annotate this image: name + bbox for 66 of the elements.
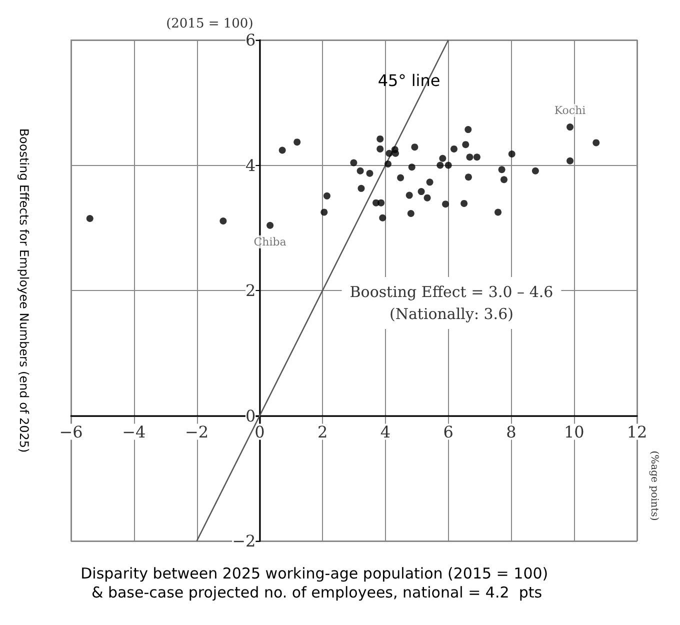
point [358,184,365,192]
point [462,141,470,148]
point [426,178,434,186]
point [466,154,474,161]
point [592,139,600,146]
point [356,167,364,174]
point [397,174,404,182]
point [376,135,384,142]
point [498,166,506,174]
x-axis-title: Disparity between 2025 working-age population (2015 = 100) & base-case projected no. of employees, national = 4.2 pts [80,564,548,602]
y-tick-label: −2 [232,532,256,550]
point [473,154,480,161]
x-tick-label: 6 [443,422,454,442]
annotation: Kochi [554,104,586,118]
point [408,164,416,171]
point [532,167,539,174]
point [407,210,414,217]
annotation: Boosting Effect = 3.0 – 4.6 (Nationally: 3.6) [350,283,554,324]
x-tick-label: 12 [626,422,648,442]
text: (%age points) [648,450,660,521]
point [86,214,94,222]
point [450,145,458,152]
x-tick-label: −4 [122,422,146,442]
point [384,160,392,168]
x-tick-label: 4 [380,422,391,442]
point [494,208,502,216]
annotation: Chiba [254,235,287,248]
y-tick-label: 4 [245,156,256,175]
point [294,138,301,146]
y-tick-label: 2 [245,281,256,300]
point [436,162,444,169]
point [366,170,374,177]
point [220,217,227,224]
point [500,176,508,184]
point [464,126,472,134]
point [566,124,574,131]
point [323,192,330,200]
point [566,157,574,164]
y-tick-label: 0 [245,406,256,426]
point [464,174,472,181]
point [460,200,468,207]
y-tick-label: 6 [245,30,256,50]
point [508,150,516,158]
x-tick-label: 8 [506,422,516,442]
point [444,162,452,169]
point [406,192,413,199]
point [266,222,274,229]
point [411,144,418,151]
point [442,200,450,208]
point [350,159,358,166]
point [378,199,385,206]
point [418,188,425,196]
x-tick-label: 2 [317,422,328,442]
x-tick-label: −6 [59,422,83,442]
point [320,208,328,216]
x-tick-label: 10 [564,422,584,442]
text: (2015 = 100) [166,16,254,32]
point [278,146,286,154]
point [376,145,384,152]
y-axis-title: Boosting Effects for Employee Numbers (end of 2025) [17,128,31,453]
point [424,194,431,202]
point [439,154,446,162]
x-tick-label: −2 [184,422,209,442]
point [379,214,386,222]
point [392,150,400,157]
point [386,150,393,157]
